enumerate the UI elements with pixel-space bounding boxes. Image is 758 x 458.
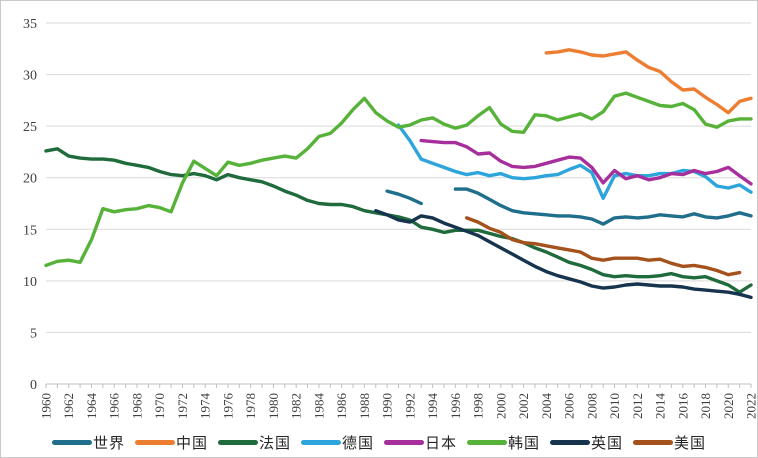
y-tick-label: 25 — [23, 120, 37, 135]
legend-item-uk: 英国 — [550, 432, 623, 453]
y-tick-label: 20 — [23, 172, 37, 187]
y-tick-label: 15 — [23, 223, 37, 238]
x-tick-label: 1984 — [311, 393, 326, 420]
legend-label-uk: 英国 — [591, 434, 624, 452]
legend-swatch-germany — [300, 439, 341, 445]
x-tick-label: 2014 — [653, 393, 668, 420]
y-tick-label: 35 — [23, 17, 37, 32]
x-tick-label: 1990 — [380, 393, 395, 419]
legend-swatch-china — [134, 439, 175, 445]
legend-label-usa: 美国 — [674, 434, 707, 452]
legend-swatch-uk — [550, 439, 591, 445]
series-line-japan — [419, 138, 753, 186]
x-tick-label: 1966 — [107, 393, 122, 420]
legend-item-germany: 德国 — [300, 432, 374, 453]
legend-label-world: 世界 — [92, 434, 125, 452]
legend-swatch-world — [51, 439, 92, 445]
legend-item-japan: 日本 — [384, 432, 457, 453]
legend-label-germany: 德国 — [341, 434, 374, 452]
x-tick-label: 1970 — [152, 393, 167, 419]
x-tick-label: 1992 — [402, 393, 417, 419]
legend-swatch-usa — [633, 439, 674, 445]
x-tick-label: 2018 — [698, 393, 713, 419]
x-tick-label: 1982 — [289, 393, 304, 419]
x-tick-label: 2006 — [562, 393, 577, 420]
axis-layer: 0 5 10 15 20 25 30 35 1960 1962 1964 1966 1968 1970 19… — [23, 17, 758, 420]
series-line-china — [544, 48, 753, 115]
x-tick-label: 2010 — [607, 393, 622, 419]
legend-label-china: 中国 — [175, 434, 208, 452]
series-line-world — [385, 187, 753, 226]
x-tick-label: 1962 — [61, 393, 76, 419]
y-tick-label: 0 — [30, 378, 37, 393]
y-tick-label: 10 — [23, 275, 37, 290]
x-tick-label: 2000 — [493, 393, 508, 419]
series-line-germany — [396, 123, 753, 200]
x-tick-label: 1994 — [425, 393, 440, 420]
legend-swatch-france — [217, 439, 258, 445]
series-line-france — [44, 147, 753, 294]
x-tick-label: 1980 — [266, 393, 281, 419]
x-tick-label: 2012 — [630, 393, 645, 419]
series-line-uk — [374, 209, 753, 300]
legend-label-korea: 韩国 — [508, 434, 541, 452]
x-tick-label: 1996 — [448, 393, 463, 420]
y-tick-label: 5 — [30, 326, 37, 341]
x-tick-label: 1972 — [175, 393, 190, 419]
legend-label-japan: 日本 — [425, 434, 458, 452]
x-tick-label: 2020 — [721, 393, 736, 419]
x-tick-label: 2022 — [744, 393, 758, 419]
x-tick-label: 1974 — [198, 393, 213, 420]
x-tick-label: 1998 — [471, 393, 486, 419]
legend-item-china: 中国 — [134, 432, 208, 453]
series-line-korea — [44, 91, 753, 268]
legend-swatch-korea — [467, 439, 508, 445]
x-tick-label: 1960 — [39, 393, 54, 419]
chart-legend: 世界 中国 法国 德国 日本 韩国 英国 美国 — [1, 431, 757, 453]
x-tick-label: 1968 — [129, 393, 144, 419]
legend-item-france: 法国 — [217, 432, 291, 453]
legend-label-france: 法国 — [258, 434, 291, 452]
x-tick-label: 2016 — [675, 393, 690, 420]
x-tick-label: 1978 — [243, 393, 258, 419]
legend-item-world: 世界 — [51, 432, 125, 453]
legend-swatch-japan — [384, 439, 424, 445]
x-tick-label: 2004 — [539, 393, 554, 420]
legend-item-usa: 美国 — [633, 432, 706, 453]
legend-item-korea: 韩国 — [467, 432, 540, 453]
series-line-usa — [465, 216, 742, 277]
x-tick-label: 1988 — [357, 393, 372, 419]
y-tick-label: 30 — [23, 69, 37, 84]
x-tick-label: 1986 — [334, 393, 349, 420]
x-tick-label: 2008 — [584, 393, 599, 419]
x-tick-label: 2002 — [516, 393, 531, 419]
x-tick-label: 1964 — [84, 393, 99, 420]
series-layer — [44, 48, 753, 300]
x-tick-label: 1976 — [220, 393, 235, 420]
